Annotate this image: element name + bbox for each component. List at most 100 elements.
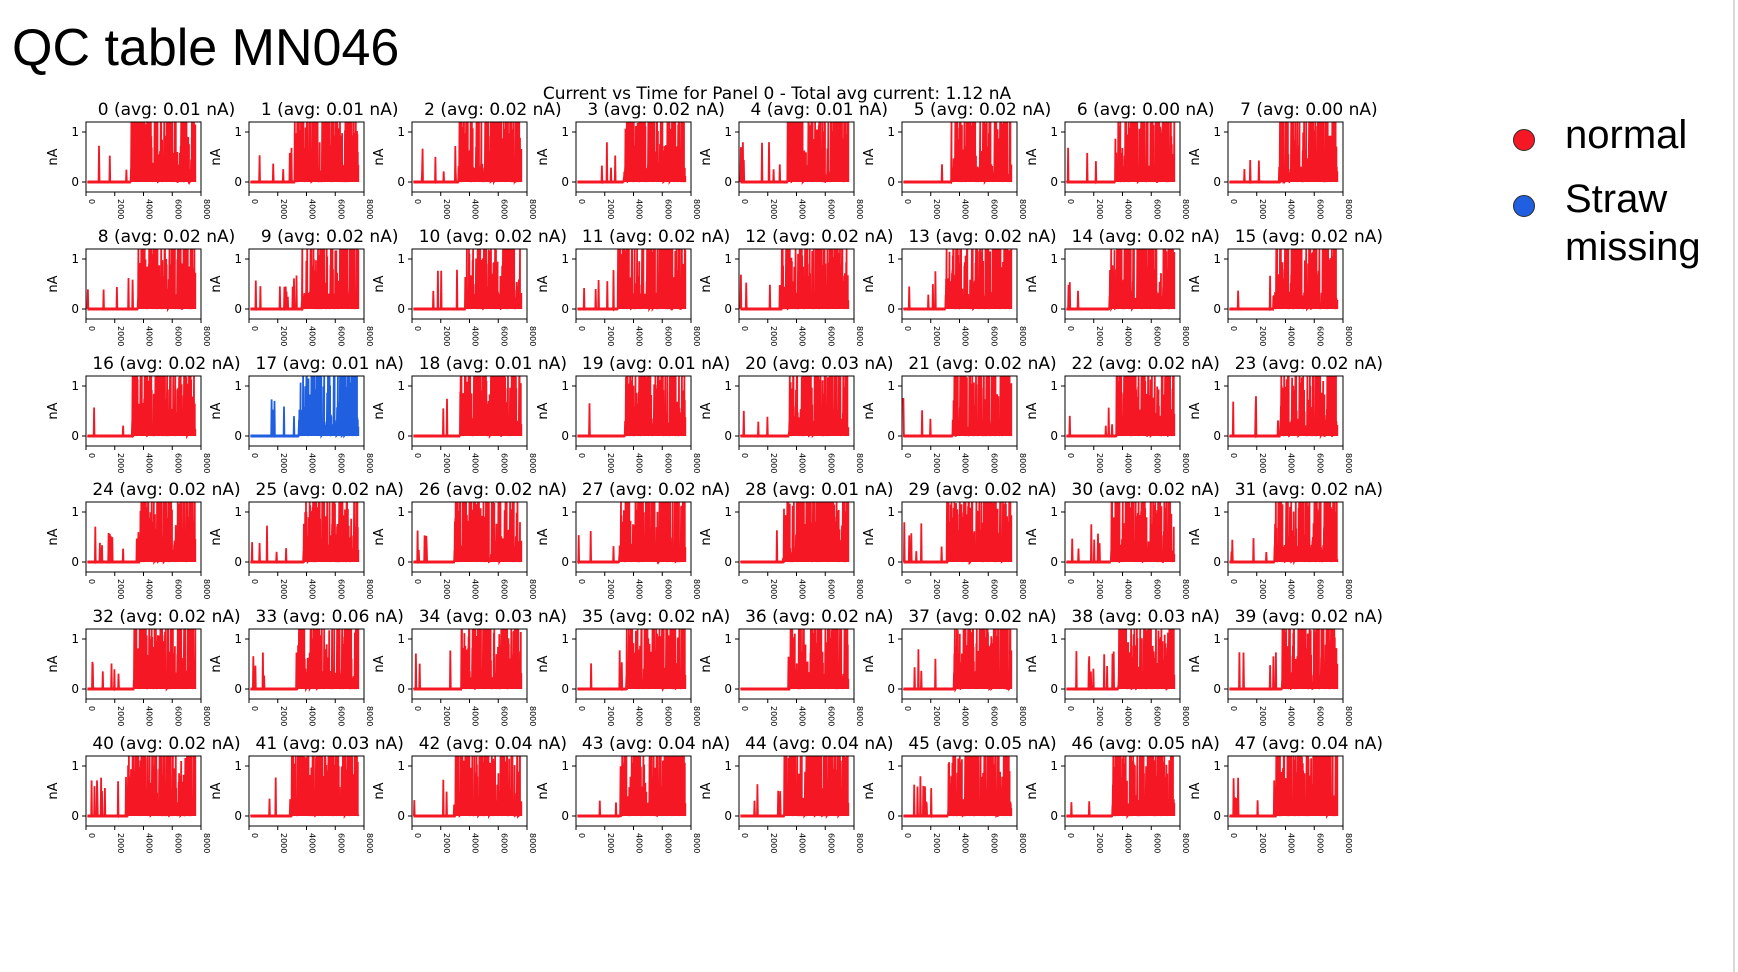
panel-plot: 0 1 0 2000 4000 6000 8000 nA — [46, 248, 211, 346]
x-tick-label: 0 — [413, 706, 422, 711]
y-tick-label: 1 — [1051, 379, 1059, 393]
y-axis-label: nA — [46, 402, 61, 419]
x-tick-label: 6000 — [336, 579, 345, 599]
x-tick-label: 4000 — [471, 579, 480, 599]
x-tick-label: 2000 — [605, 326, 614, 346]
x-tick-label: 6000 — [173, 453, 182, 473]
panel-41: 41 (avg: 0.03 nA) 0 1 0 2000 4000 6000 8000 nA — [209, 734, 420, 874]
x-tick-label: 2000 — [1258, 326, 1267, 346]
x-tick-label: 0 — [413, 579, 422, 584]
current-trace — [413, 502, 523, 566]
x-tick-label: 0 — [250, 326, 259, 331]
panel-title: 38 (avg: 0.03 nA) — [1071, 607, 1220, 628]
panel-title: 14 (avg: 0.02 nA) — [1071, 226, 1220, 247]
y-tick-label: 1 — [561, 252, 569, 266]
current-trace — [1066, 375, 1176, 438]
panel-title: 20 (avg: 0.03 nA) — [745, 353, 894, 374]
x-tick-label: 0 — [577, 833, 586, 838]
x-tick-label: 0 — [740, 579, 749, 584]
y-tick-label: 0 — [887, 302, 895, 316]
panel-6: 6 (avg: 0.00 nA) 0 1 0 2000 4000 6000 8000 nA — [1025, 100, 1236, 240]
panel-title: 21 (avg: 0.02 nA) — [908, 353, 1057, 374]
x-tick-label: 2000 — [116, 199, 125, 219]
x-tick-label: 6000 — [826, 199, 835, 219]
current-trace — [250, 629, 360, 693]
panel-title: 5 (avg: 0.02 nA) — [913, 100, 1052, 120]
y-tick-label: 1 — [887, 632, 895, 646]
panel-title: 31 (avg: 0.02 nA) — [1234, 480, 1384, 501]
panel-plot: 0 1 0 2000 4000 6000 8000 nA — [209, 375, 374, 473]
panel-27: 27 (avg: 0.02 nA) 0 1 0 2000 4000 6000 8000 nA — [536, 480, 747, 620]
y-tick-label: 1 — [561, 759, 569, 773]
y-axis-label: nA — [1188, 656, 1203, 673]
current-trace — [87, 629, 197, 692]
y-tick-label: 1 — [235, 759, 243, 773]
y-tick-label: 1 — [887, 252, 895, 266]
x-tick-label: 8000 — [202, 833, 211, 853]
x-tick-label: 0 — [1066, 833, 1075, 838]
x-tick-label: 4000 — [797, 326, 806, 346]
x-tick-label: 8000 — [1018, 706, 1027, 726]
x-tick-label: 8000 — [528, 579, 537, 599]
y-axis-label: nA — [1188, 148, 1203, 165]
y-tick-label: 1 — [1214, 505, 1222, 519]
panel-23: 23 (avg: 0.02 nA) 0 1 0 2000 4000 6000 8000 nA — [1188, 354, 1399, 494]
panel-title: 43 (avg: 0.04 nA) — [581, 734, 731, 754]
y-tick-label: 0 — [1214, 302, 1222, 316]
x-tick-label: 4000 — [634, 453, 643, 473]
y-axis-label: nA — [209, 656, 224, 673]
current-trace — [576, 122, 686, 185]
panel-title: 27 (avg: 0.02 nA) — [581, 480, 731, 501]
x-tick-label: 4000 — [1287, 706, 1296, 726]
x-tick-label: 2000 — [1095, 199, 1104, 219]
panel-plot: 0 1 0 2000 4000 6000 8000 nA — [699, 248, 864, 346]
y-tick-label: 0 — [1051, 555, 1059, 569]
x-tick-label: 4000 — [471, 453, 480, 473]
x-tick-label: 4000 — [471, 326, 480, 346]
panel-title: 33 (avg: 0.06 nA) — [255, 607, 404, 628]
panel-7: 7 (avg: 0.00 nA) 0 1 0 2000 4000 6000 8000 nA — [1188, 100, 1399, 240]
panel-0: 0 (avg: 0.01 nA) 0 1 0 2000 4000 6000 8000 nA — [46, 100, 257, 240]
x-tick-label: 6000 — [336, 199, 345, 219]
y-tick-label: 0 — [235, 175, 243, 189]
x-tick-label: 8000 — [1344, 833, 1353, 853]
y-axis-label: nA — [46, 529, 61, 546]
y-axis-label: nA — [372, 275, 387, 292]
x-tick-label: 4000 — [797, 706, 806, 726]
current-trace — [1066, 629, 1176, 692]
page-title: QC table MN046 — [12, 19, 400, 77]
y-axis-label: nA — [1188, 782, 1203, 799]
y-axis-label: nA — [46, 656, 61, 673]
x-tick-label: 0 — [1229, 579, 1238, 584]
y-tick-label: 1 — [235, 125, 243, 139]
panel-title: 46 (avg: 0.05 nA) — [1071, 734, 1220, 754]
panel-plot: 0 1 0 2000 4000 6000 8000 nA — [1188, 501, 1353, 600]
y-tick-label: 0 — [887, 809, 895, 823]
y-tick-label: 0 — [1051, 682, 1059, 696]
panel-14: 14 (avg: 0.02 nA) 0 1 0 2000 4000 6000 8000 nA — [1025, 227, 1236, 367]
x-tick-label: 2000 — [279, 579, 288, 599]
panel-plot: 0 1 0 2000 4000 6000 8000 nA — [699, 755, 864, 853]
y-tick-label: 0 — [1051, 809, 1059, 823]
panel-46: 46 (avg: 0.05 nA) 0 1 0 2000 4000 6000 8000 nA — [1025, 734, 1236, 874]
x-tick-label: 0 — [413, 199, 422, 204]
current-trace — [413, 375, 523, 439]
y-tick-label: 0 — [235, 809, 243, 823]
y-tick-label: 1 — [724, 759, 732, 773]
x-tick-label: 6000 — [1152, 833, 1161, 853]
y-tick-label: 0 — [561, 302, 569, 316]
x-tick-label: 6000 — [663, 326, 672, 346]
y-tick-label: 0 — [1214, 175, 1222, 189]
y-tick-label: 1 — [561, 379, 569, 393]
x-tick-label: 4000 — [1287, 579, 1296, 599]
x-tick-label: 6000 — [500, 833, 509, 853]
panel-title: 34 (avg: 0.03 nA) — [418, 607, 568, 628]
panel-plot: 0 1 0 2000 4000 6000 8000 nA — [699, 628, 864, 727]
x-tick-label: 0 — [87, 833, 96, 838]
panel-plot: 0 1 0 2000 4000 6000 8000 nA — [372, 755, 537, 853]
panel-28: 28 (avg: 0.01 nA) 0 1 0 2000 4000 6000 8000 nA — [699, 480, 910, 620]
x-tick-label: 4000 — [1287, 833, 1296, 853]
panel-22: 22 (avg: 0.02 nA) 0 1 0 2000 4000 6000 8000 nA — [1025, 354, 1236, 494]
x-tick-label: 0 — [87, 453, 96, 458]
x-tick-label: 6000 — [500, 326, 509, 346]
